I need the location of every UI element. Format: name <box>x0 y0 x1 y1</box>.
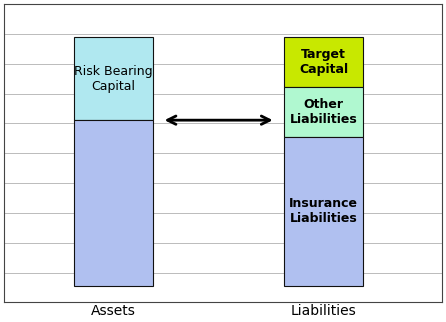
Bar <box>284 137 363 286</box>
Text: Liabilities: Liabilities <box>291 304 356 318</box>
Bar <box>74 37 153 120</box>
Text: Assets: Assets <box>91 304 136 318</box>
Text: Target
Capital: Target Capital <box>299 48 348 76</box>
Bar <box>284 37 363 87</box>
Text: Insurance
Liabilities: Insurance Liabilities <box>289 197 358 225</box>
Bar <box>74 120 153 286</box>
Text: Risk Bearing
Capital: Risk Bearing Capital <box>74 65 153 93</box>
Bar <box>284 87 363 137</box>
Text: Other
Liabilities: Other Liabilities <box>290 98 358 126</box>
